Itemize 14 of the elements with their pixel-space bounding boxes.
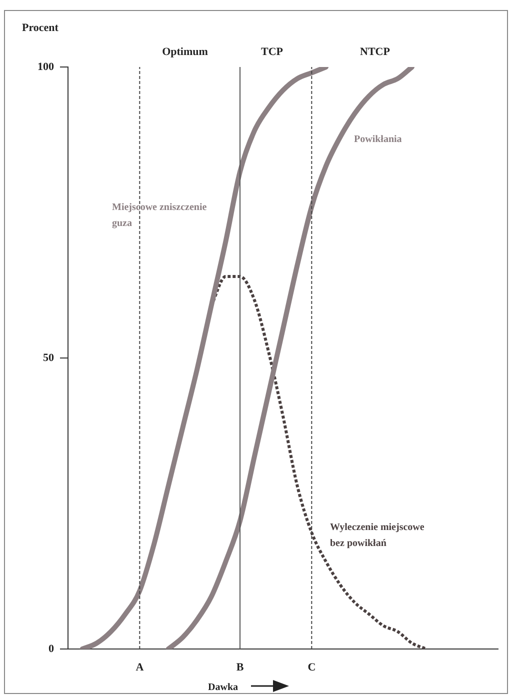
- series-label: Powikłania: [354, 133, 403, 147]
- x-tick-label: A: [136, 661, 144, 674]
- text: Miejscowe zniszczenie guza: [112, 201, 208, 231]
- x-axis-title: Dawka: [208, 682, 238, 693]
- y-tick-label: 0: [48, 642, 54, 655]
- y-axis-title: Procent: [22, 22, 58, 34]
- text: TCP: [261, 46, 283, 58]
- y-tick-label: 100: [38, 60, 54, 73]
- x-tick-label: B: [236, 661, 244, 674]
- text: Optimum: [162, 46, 208, 58]
- x-tick-label: C: [308, 661, 316, 674]
- text: NTCP: [360, 46, 390, 58]
- series-label: Wyleczenie miejscowe bez powikłań: [330, 521, 426, 551]
- y-tick-label: 50: [43, 352, 54, 364]
